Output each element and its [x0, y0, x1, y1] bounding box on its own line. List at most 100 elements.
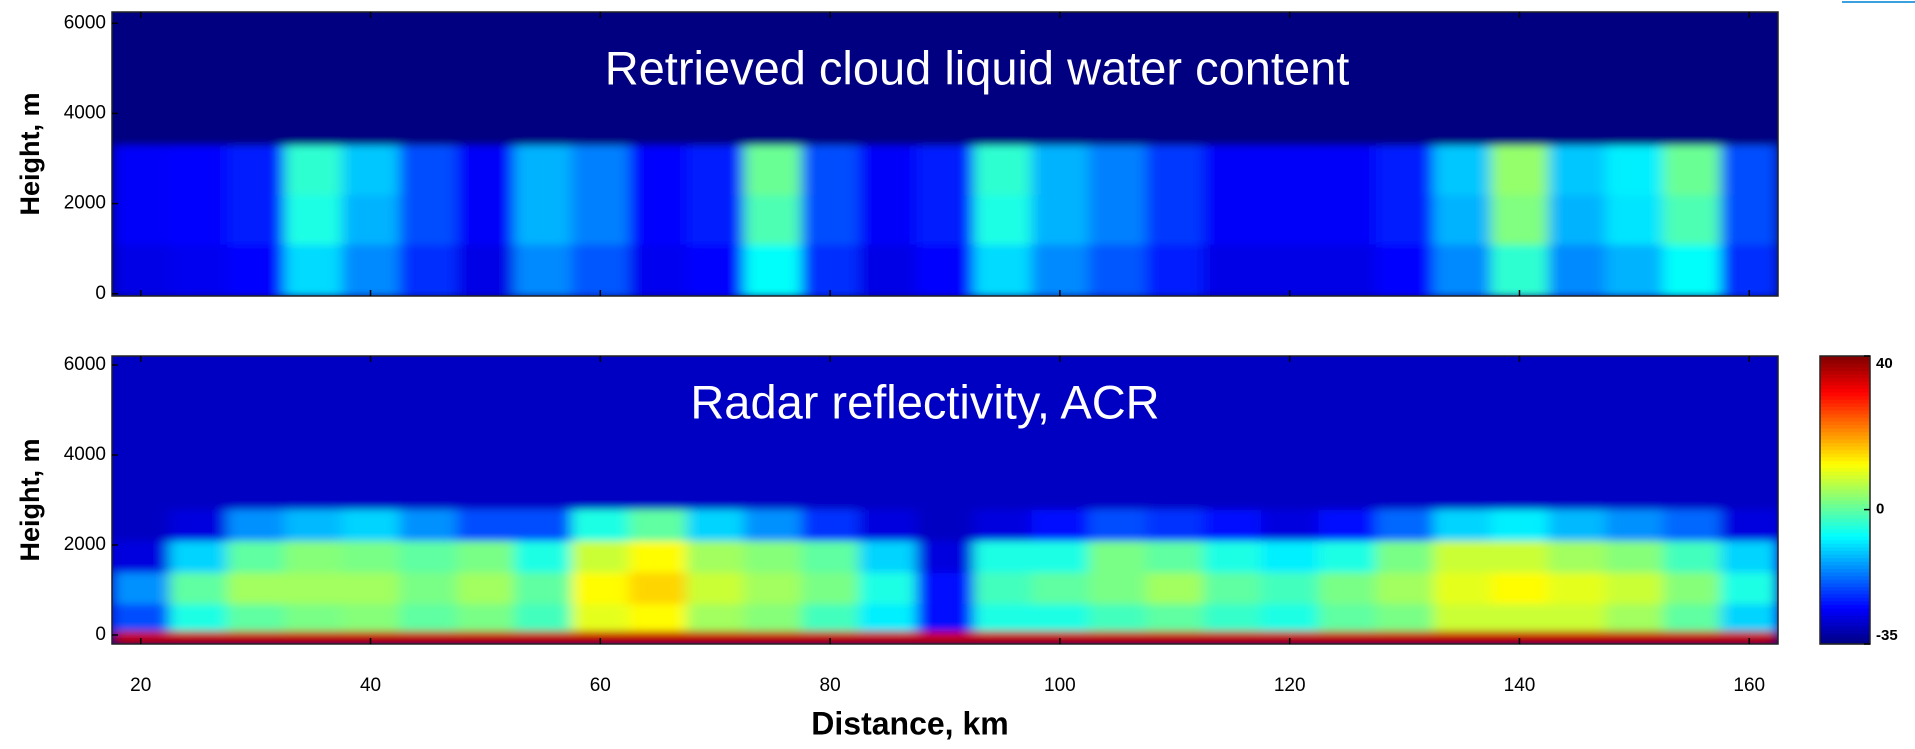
- colorbar-step: [1820, 618, 1870, 623]
- heatmap-cell: [1031, 509, 1090, 542]
- colorbar-step: [1820, 384, 1870, 389]
- heatmap-cell: [169, 194, 228, 245]
- heatmap-cell: [226, 194, 285, 245]
- heatmap-cell: [1720, 194, 1778, 245]
- heatmap-cell: [916, 630, 975, 644]
- y-tick-label: 4000: [64, 102, 106, 123]
- heatmap-cell: [1260, 356, 1320, 510]
- heatmap-cell: [916, 244, 975, 296]
- colorbar-step: [1820, 575, 1870, 580]
- colorbar-step: [1820, 532, 1870, 537]
- colorbar-step: [1820, 640, 1870, 645]
- colorbar-step: [1820, 564, 1870, 569]
- heatmap-cell: [1490, 630, 1549, 644]
- heatmap-cell: [858, 244, 917, 296]
- heatmap-cell: [1203, 630, 1262, 644]
- colorbar-frame: [1819, 355, 1871, 645]
- colorbar-step: [1820, 528, 1870, 533]
- heatmap-cell: [456, 144, 515, 196]
- heatmap-cell: [112, 603, 171, 632]
- colorbar-step: [1820, 510, 1870, 515]
- heatmap-cell: [1146, 509, 1205, 542]
- heatmap-cell: [1203, 540, 1262, 573]
- heatmap-cell: [801, 194, 860, 245]
- heatmap-cell: [743, 194, 802, 245]
- colorbar-step: [1820, 543, 1870, 548]
- heatmap-cell: [1260, 540, 1320, 573]
- colorbar-tick-label: -35: [1876, 627, 1898, 644]
- heatmap-cell: [973, 630, 1032, 644]
- chart-title: Retrieved cloud liquid water content: [605, 41, 1350, 94]
- heatmap-cell: [456, 540, 515, 573]
- heatmap-cell: [1203, 603, 1262, 632]
- heatmap-cell: [399, 603, 458, 632]
- colorbar-step: [1820, 593, 1870, 598]
- heatmap-cell: [399, 194, 458, 245]
- x-tick-label: 20: [130, 675, 151, 696]
- heatmap-cell: [1203, 12, 1262, 146]
- heatmap-cell: [1146, 540, 1205, 573]
- colorbar-step: [1820, 636, 1870, 641]
- x-tick-label: 120: [1274, 675, 1306, 696]
- heatmap-cell: [801, 12, 860, 146]
- heatmap-cell: [1088, 244, 1147, 296]
- heatmap-cell: [1088, 144, 1147, 196]
- heatmap-cell: [1031, 194, 1090, 245]
- heatmap-cell: [226, 630, 285, 644]
- heatmap-cell: [514, 630, 573, 644]
- heatmap-cell: [1031, 144, 1090, 196]
- heatmap-cell: [916, 194, 975, 245]
- heatmap: [112, 12, 1778, 296]
- heatmap-cell: [284, 630, 343, 644]
- heatmap-cell: [1375, 630, 1434, 644]
- colorbar-step: [1820, 485, 1870, 490]
- heatmap-cell: [341, 144, 400, 196]
- heatmap-cell: [1088, 630, 1147, 644]
- heatmap-cell: [514, 12, 573, 146]
- heatmap-cell: [1605, 603, 1664, 632]
- heatmap-cell: [1260, 572, 1320, 605]
- heatmap-cell: [1433, 603, 1492, 632]
- heatmap-cell: [1260, 194, 1320, 245]
- heatmap-cell: [341, 244, 400, 296]
- heatmap-cell: [858, 540, 917, 573]
- heatmap-cell: [456, 194, 515, 245]
- y-tick-label: 4000: [64, 444, 106, 465]
- colorbar-step: [1820, 496, 1870, 501]
- heatmap-cell: [1490, 603, 1549, 632]
- heatmap-cell: [169, 12, 228, 146]
- heatmap-cell: [1146, 12, 1205, 146]
- y-tick-label: 2000: [64, 193, 106, 214]
- heatmap-cell: [1031, 630, 1090, 644]
- heatmap-cell: [858, 572, 917, 605]
- heatmap-cell: [1720, 603, 1778, 632]
- heatmap-cell: [1031, 572, 1090, 605]
- heatmap-cell: [112, 540, 171, 573]
- heatmap-cell: [1490, 509, 1549, 542]
- heatmap-cell: [226, 540, 285, 573]
- heatmap-cell: [284, 572, 343, 605]
- colorbar-step: [1820, 633, 1870, 638]
- heatmap-cell: [801, 244, 860, 296]
- heatmap-cell: [1146, 144, 1205, 196]
- heatmap-cell: [1318, 194, 1377, 245]
- heatmap-cell: [1031, 356, 1090, 510]
- heatmap-cell: [284, 356, 343, 510]
- heatmap-cell: [456, 509, 515, 542]
- colorbar-step: [1820, 406, 1870, 411]
- colorbar-step: [1820, 410, 1870, 415]
- heatmap-cell: [1548, 572, 1607, 605]
- heatmap-cell: [1720, 572, 1778, 605]
- heatmap-cell: [1548, 630, 1607, 644]
- heatmap-cell: [341, 540, 400, 573]
- heatmap-cell: [1548, 356, 1607, 510]
- heatmap-cell: [1203, 572, 1262, 605]
- heatmap-cell: [1605, 572, 1664, 605]
- colorbar-step: [1820, 503, 1870, 508]
- heatmap-cell: [514, 244, 573, 296]
- colorbar-step: [1820, 446, 1870, 451]
- heatmap-cell: [1490, 194, 1549, 245]
- colorbar-step: [1820, 438, 1870, 443]
- colorbar-step: [1820, 435, 1870, 440]
- heatmap-cell: [686, 630, 745, 644]
